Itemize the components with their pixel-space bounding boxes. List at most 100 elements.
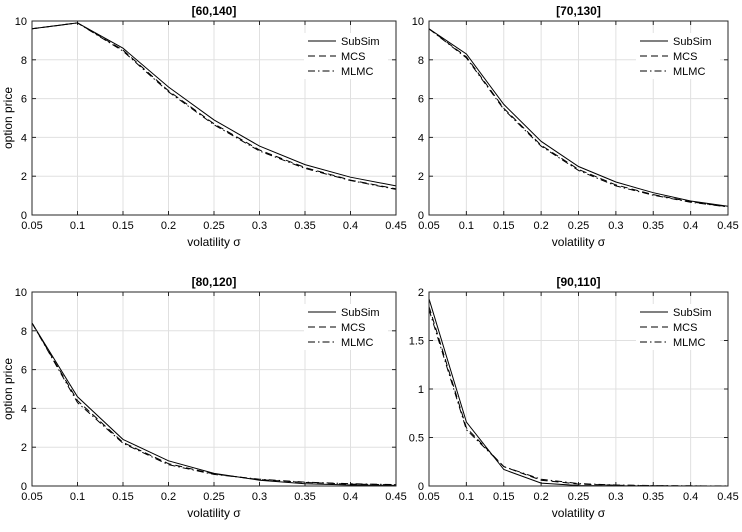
- x-tick-label: 0.25: [203, 220, 224, 232]
- x-tick-label: 0.2: [161, 491, 176, 503]
- x-tick-label: 0.4: [343, 220, 358, 232]
- x-tick-label: 0.15: [493, 491, 514, 503]
- x-tick-label: 0.15: [493, 220, 514, 232]
- x-tick-label: 0.05: [21, 491, 42, 503]
- x-tick-label: 0.05: [418, 491, 439, 503]
- series-line-subsim: [31, 22, 397, 187]
- chart-title: [90,110]: [556, 275, 600, 289]
- legend-label-mcs: MCS: [341, 322, 365, 334]
- y-tick-label: 6: [418, 94, 424, 106]
- legend-label-mlmc: MLMC: [673, 337, 705, 349]
- y-tick-label: 0: [21, 210, 27, 222]
- legend-label-subsim: SubSim: [673, 307, 712, 319]
- y-tick-label: 1.5: [409, 336, 424, 348]
- chart-panel-1: 0.05 0.1 0.15 0.2 0.25 0.3 0.35 0.4 0.45 0 2 4 6 8 10 […: [1, 4, 407, 249]
- x-tick-label: 0.2: [533, 220, 548, 232]
- x-tick-label: 0.35: [294, 220, 315, 232]
- y-tick-label: 2: [21, 171, 27, 183]
- legend-label-mcs: MCS: [673, 51, 697, 63]
- x-axis-label: volatility σ: [187, 506, 241, 520]
- series-line-mlmc: [31, 322, 397, 486]
- legend-label-mlmc: MLMC: [673, 66, 705, 78]
- x-tick-label: 0.35: [643, 220, 664, 232]
- x-tick-label: 0.45: [717, 220, 738, 232]
- y-tick-label: 8: [21, 326, 27, 338]
- x-tick-label: 0.3: [252, 491, 267, 503]
- x-tick-label: 0.35: [643, 491, 664, 503]
- chart-title: [70,130]: [556, 4, 601, 18]
- legend-label-subsim: SubSim: [673, 36, 712, 48]
- x-tick-label: 0.2: [161, 220, 176, 232]
- y-tick-label: 4: [418, 132, 424, 144]
- x-axis-label: volatility σ: [552, 506, 606, 520]
- x-tick-label: 0.45: [385, 220, 406, 232]
- x-tick-label: 0.1: [459, 220, 474, 232]
- y-axis-label: option price: [1, 87, 15, 149]
- y-tick-label: 4: [21, 132, 27, 144]
- x-tick-label: 0.05: [21, 220, 42, 232]
- x-tick-label: 0.05: [418, 220, 439, 232]
- x-tick-label: 0.15: [112, 220, 133, 232]
- x-tick-label: 0.25: [203, 491, 224, 503]
- x-tick-label: 0.35: [294, 491, 315, 503]
- y-tick-label: 10: [15, 287, 27, 299]
- series-line-mlmc: [31, 22, 397, 190]
- x-tick-label: 0.4: [343, 491, 358, 503]
- axes-frame: [31, 291, 397, 487]
- axes-frame: [31, 20, 397, 216]
- y-tick-label: 2: [418, 171, 424, 183]
- legend-label-subsim: SubSim: [341, 36, 380, 48]
- y-tick-label: 8: [418, 55, 424, 67]
- legend-label-mlmc: MLMC: [341, 66, 373, 78]
- series-line-mcs: [428, 28, 729, 208]
- x-tick-label: 0.2: [533, 491, 548, 503]
- y-tick-label: 0: [21, 481, 27, 493]
- x-tick-label: 0.45: [717, 491, 738, 503]
- x-tick-label: 0.4: [683, 491, 698, 503]
- y-tick-label: 4: [21, 403, 27, 415]
- y-tick-label: 1: [418, 384, 424, 396]
- x-tick-label: 0.4: [683, 220, 698, 232]
- legend: SubSim MCS MLMC: [636, 304, 720, 350]
- y-tick-label: 8: [21, 55, 27, 67]
- chart-panel-3: 0.05 0.1 0.15 0.2 0.25 0.3 0.35 0.4 0.45 0 2 4 6 8 10 […: [1, 275, 407, 520]
- series-line-subsim: [31, 322, 397, 486]
- x-tick-label: 0.3: [608, 220, 623, 232]
- legend: SubSim MCS MLMC: [636, 33, 720, 79]
- legend: SubSim MCS MLMC: [304, 33, 388, 79]
- x-tick-label: 0.25: [568, 491, 589, 503]
- y-tick-label: 6: [21, 94, 27, 106]
- x-tick-label: 0.15: [112, 491, 133, 503]
- y-tick-label: 6: [21, 365, 27, 377]
- x-tick-label: 0.1: [70, 491, 85, 503]
- y-tick-label: 0.5: [409, 433, 424, 445]
- x-tick-label: 0.3: [608, 491, 623, 503]
- y-tick-label: 0: [418, 481, 424, 493]
- x-tick-label: 0.25: [568, 220, 589, 232]
- series-line-mlmc: [428, 28, 729, 208]
- series-line-subsim: [428, 28, 729, 207]
- y-tick-label: 10: [412, 16, 424, 28]
- x-axis-label: volatility σ: [187, 235, 241, 249]
- axes-frame: [428, 291, 729, 487]
- legend-label-mlmc: MLMC: [341, 337, 373, 349]
- x-tick-label: 0.45: [385, 491, 406, 503]
- y-tick-label: 2: [418, 287, 424, 299]
- legend-label-subsim: SubSim: [341, 307, 380, 319]
- y-tick-label: 10: [15, 16, 27, 28]
- chart-panel-4: 0.05 0.1 0.15 0.2 0.25 0.3 0.35 0.4 0.45 0 0.5 1 1.5…: [409, 275, 739, 520]
- legend: SubSim MCS MLMC: [304, 304, 388, 350]
- y-tick-label: 2: [21, 442, 27, 454]
- x-tick-label: 0.3: [252, 220, 267, 232]
- x-tick-label: 0.1: [70, 220, 85, 232]
- chart-panel-2: 0.05 0.1 0.15 0.2 0.25 0.3 0.35 0.4 0.45 0 2 4 6 8 10 […: [412, 4, 739, 249]
- x-tick-label: 0.1: [459, 491, 474, 503]
- chart-title: [80,120]: [192, 275, 237, 289]
- legend-label-mcs: MCS: [673, 322, 697, 334]
- axes-frame: [428, 20, 729, 216]
- y-axis-label: option price: [1, 358, 15, 420]
- x-axis-label: volatility σ: [552, 235, 606, 249]
- legend-label-mcs: MCS: [341, 51, 365, 63]
